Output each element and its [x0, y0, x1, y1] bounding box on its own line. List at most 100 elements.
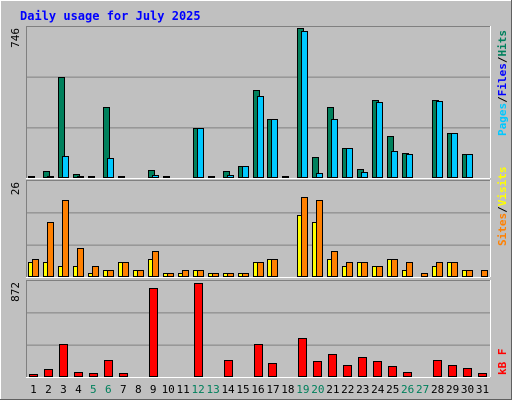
- bar-kb-f-day-5: [89, 373, 98, 377]
- bar-kb-f-day-1: [29, 374, 38, 377]
- bar-sites-day-22: [346, 262, 353, 277]
- legend-sites-visits-part: Sites: [496, 213, 509, 246]
- bar-kb-f-day-14: [224, 360, 233, 377]
- bar-sites-day-5: [92, 266, 99, 277]
- bar-files-day-6: [107, 158, 114, 178]
- bar-kb-f-day-2: [44, 369, 53, 377]
- legend-sites-visits: Sites/Visits: [496, 167, 509, 247]
- bar-files-day-21: [331, 119, 338, 178]
- bar-sites-day-17: [271, 259, 278, 277]
- bar-hits-day-5: [88, 176, 95, 178]
- legend-pages-files-hits-part: Hits: [496, 30, 509, 57]
- legend-sites-visits-part: /: [496, 206, 509, 213]
- legend-pages-files-hits-part: Files: [496, 63, 509, 96]
- panel-visits: 26: [9, 180, 491, 278]
- bar-kb-f-day-31: [478, 373, 487, 377]
- x-axis-labels: 1 2 3 4 5 6 7 8 9 10 11 12 13 14 15 16 17 18 19 20 21 22 23 24 2…: [30, 383, 489, 396]
- bar-kb-f-day-16: [254, 344, 263, 377]
- bar-sites-day-13: [212, 273, 219, 277]
- bar-kb-f-day-20: [313, 361, 322, 377]
- x-tick-label: 30: [461, 383, 474, 396]
- legend-kbytes: kB F: [496, 349, 509, 376]
- x-tick-label: 6: [105, 383, 112, 396]
- bar-hits-day-1: [28, 176, 35, 178]
- bar-hits-day-20: [312, 157, 319, 178]
- bar-files-day-16: [257, 96, 264, 178]
- bar-sites-day-26: [406, 262, 413, 277]
- x-tick-label: 15: [236, 383, 249, 396]
- panel-visits-area: [26, 180, 490, 277]
- bar-sites-day-15: [242, 273, 249, 277]
- bar-kb-f-day-9: [149, 288, 158, 377]
- bar-kb-f-day-24: [373, 361, 382, 377]
- bar-files-day-14: [227, 175, 234, 178]
- bar-files-day-29: [451, 133, 458, 178]
- chart-title: Daily usage for July 2025: [20, 9, 201, 23]
- x-tick-label: 18: [281, 383, 294, 396]
- bar-sites-day-20: [316, 200, 323, 277]
- legend-pages-files-hits-part: /: [496, 56, 509, 63]
- bar-sites-day-24: [376, 266, 383, 277]
- bar-hits-day-14: [223, 171, 230, 178]
- bar-files-day-26: [406, 154, 413, 178]
- bar-files-day-22: [346, 148, 353, 178]
- x-tick-label: 7: [120, 383, 127, 396]
- bar-kb-f-day-25: [388, 366, 397, 377]
- bar-files-day-19: [301, 31, 308, 178]
- bar-sites-day-23: [361, 262, 368, 277]
- x-tick-label: 25: [386, 383, 399, 396]
- bar-kb-f-day-29: [448, 365, 457, 377]
- bar-files-day-25: [391, 151, 398, 178]
- x-tick-label: 19: [296, 383, 309, 396]
- bar-sites-day-19: [301, 197, 308, 277]
- x-tick-label: 26: [401, 383, 414, 396]
- x-tick-label: 1: [30, 383, 37, 396]
- bar-sites-day-2: [47, 222, 54, 277]
- bar-sites-day-11: [182, 270, 189, 277]
- bar-files-day-3: [62, 156, 69, 178]
- legend-kbytes-part: kB F: [496, 349, 509, 376]
- bar-files-day-9: [152, 175, 159, 178]
- x-tick-label: 28: [431, 383, 444, 396]
- bar-sites-day-3: [62, 200, 69, 277]
- bar-kb-f-day-21: [328, 354, 337, 377]
- bar-sites-day-8: [137, 270, 144, 277]
- x-tick-label: 5: [90, 383, 97, 396]
- bar-hits-day-10: [163, 176, 170, 178]
- x-tick-label: 16: [251, 383, 264, 396]
- bar-kb-f-day-7: [119, 373, 128, 377]
- x-tick-label: 27: [416, 383, 429, 396]
- bar-kb-f-day-28: [433, 360, 442, 377]
- x-tick-label: 23: [356, 383, 369, 396]
- bar-kb-f-day-6: [104, 360, 113, 377]
- x-tick-label: 31: [476, 383, 489, 396]
- bar-sites-day-10: [167, 273, 174, 277]
- bar-kb-f-day-12: [194, 283, 203, 377]
- bar-hits-day-6: [103, 107, 110, 178]
- x-tick-label: 4: [75, 383, 82, 396]
- legend-pages-files-hits: Pages/Files/Hits: [496, 30, 509, 136]
- bar-files-day-2: [47, 176, 54, 178]
- x-tick-label: 14: [221, 383, 235, 396]
- x-tick-label: 11: [177, 383, 190, 396]
- bar-files-day-20: [316, 173, 323, 178]
- bar-kb-f-day-22: [343, 365, 352, 377]
- chart-panels: 746 26 872: [9, 26, 491, 378]
- bar-kb-f-day-23: [358, 357, 367, 377]
- bar-sites-day-14: [227, 273, 234, 277]
- bar-files-day-23: [361, 172, 368, 178]
- bar-kb-f-day-26: [403, 372, 412, 377]
- bar-files-day-17: [271, 119, 278, 178]
- bar-hits-day-3: [58, 77, 65, 178]
- bar-hits-day-7: [118, 176, 125, 178]
- bar-files-day-12: [197, 128, 204, 178]
- bar-sites-day-4: [77, 248, 84, 277]
- x-tick-label: 8: [135, 383, 142, 396]
- x-tick-label: 24: [371, 383, 385, 396]
- bar-hits-day-9: [148, 170, 155, 178]
- x-tick-label: 22: [341, 383, 354, 396]
- panel-kbytes-max-label: 872: [9, 282, 22, 302]
- legend-pages-files-hits-part: /: [496, 96, 509, 103]
- legend-pages-files-hits-part: Pages: [496, 103, 509, 136]
